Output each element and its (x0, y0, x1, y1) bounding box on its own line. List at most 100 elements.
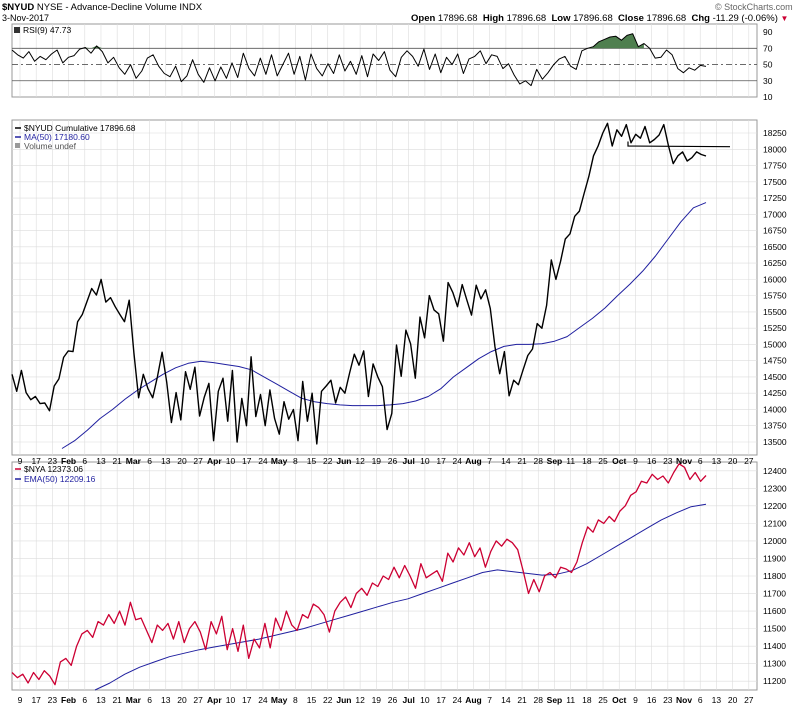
high-value: 17896.68 (506, 13, 547, 24)
x-tick-label: 14 (501, 456, 511, 466)
x-tick-label: 28 (534, 456, 544, 466)
x-tick-label: Nov (676, 695, 692, 705)
y-tick-label: 30 (763, 76, 773, 86)
x-tick-label: 12 (355, 695, 365, 705)
high-label: High (482, 13, 504, 24)
x-tick-label: 13 (96, 456, 106, 466)
x-tick-label: 7 (487, 456, 492, 466)
x-tick-label: 20 (728, 695, 738, 705)
y-tick-label: 12300 (763, 483, 787, 493)
open-label: Open (411, 13, 436, 24)
x-tick-label: 20 (177, 695, 187, 705)
chg-down-icon: ▼ (780, 14, 789, 23)
x-tick-label: 8 (293, 695, 298, 705)
x-tick-label: 16 (647, 695, 657, 705)
rsi-overbought-fill (85, 33, 644, 49)
x-tick-label: 13 (712, 695, 722, 705)
x-tick-label: 21 (517, 695, 527, 705)
x-tick-label: 24 (453, 695, 463, 705)
ema50-line (94, 503, 707, 691)
x-tick-label: May (271, 456, 288, 466)
x-tick-label: 27 (193, 695, 203, 705)
nya-legend-label: $NYA 12373.06 (24, 464, 83, 474)
x-tick-label: 27 (193, 456, 203, 466)
y-tick-label: 13500 (763, 437, 787, 447)
x-tick-label: 17 (242, 456, 252, 466)
x-tick-label: 13 (712, 456, 722, 466)
y-tick-label: 12200 (763, 501, 787, 511)
x-tick-label: 22 (323, 695, 333, 705)
y-tick-label: 11500 (763, 624, 786, 634)
x-tick-label: 27 (744, 695, 754, 705)
nyud-line (11, 122, 707, 445)
x-tick-label: 11 (566, 695, 575, 705)
x-tick-label: 10 (420, 695, 430, 705)
chart-date: 3-Nov-2017 (2, 13, 50, 23)
x-tick-label: 8 (293, 456, 298, 466)
x-tick-label: 23 (48, 695, 58, 705)
low-label: Low (551, 13, 571, 24)
x-tick-label: 26 (388, 695, 398, 705)
y-tick-label: 11900 (763, 553, 786, 563)
nyud-legend-label: $NYUD Cumulative 17896.68 (24, 123, 136, 133)
ema50-legend-label: EMA(50) 12209.16 (24, 474, 96, 484)
x-tick-label: Mar (126, 695, 142, 705)
x-tick-label: 28 (534, 695, 544, 705)
x-tick-label: 17 (242, 695, 252, 705)
x-tick-label: 17 (31, 695, 41, 705)
x-tick-label: Mar (126, 456, 142, 466)
x-tick-label: 24 (258, 456, 268, 466)
x-tick-label: Jun (336, 456, 351, 466)
y-tick-label: 17500 (763, 177, 787, 187)
y-tick-label: 11700 (763, 589, 786, 599)
ma50-line (61, 202, 707, 449)
x-tick-label: 23 (663, 456, 673, 466)
x-tick-label: 9 (18, 456, 23, 466)
exchange-title: NYSE - Advance-Decline Volume INDX (36, 2, 203, 13)
y-tick-label: 10 (763, 92, 773, 102)
chg-value: -11.29 (-0.06%) (712, 13, 778, 24)
x-tick-label: 27 (744, 456, 754, 466)
x-tick-label: 22 (323, 456, 333, 466)
rsi-legend-label: RSI(9) 47.73 (23, 25, 71, 35)
y-tick-label: 14750 (763, 356, 787, 366)
x-tick-label: 14 (501, 695, 511, 705)
quote-bar: Open 17896.68 High 17896.68 Low 17896.68… (411, 13, 788, 24)
x-tick-label: Aug (465, 456, 482, 466)
y-tick-label: 11400 (763, 641, 786, 651)
x-tick-label: Oct (612, 456, 626, 466)
x-tick-label: 11 (566, 456, 575, 466)
x-tick-label: 7 (487, 695, 492, 705)
x-tick-label: Jul (403, 695, 415, 705)
x-tick-label: 25 (598, 695, 608, 705)
y-tick-label: 18250 (763, 128, 787, 138)
y-tick-label: 14000 (763, 404, 787, 414)
x-tick-label: 19 (372, 456, 382, 466)
y-tick-label: 12100 (763, 518, 787, 528)
x-tick-label: Sep (547, 695, 563, 705)
y-tick-label: 18000 (763, 144, 787, 154)
y-tick-label: 12000 (763, 536, 787, 546)
x-tick-label: 15 (307, 456, 317, 466)
x-tick-label: 13 (96, 695, 106, 705)
close-value: 17896.68 (646, 13, 687, 24)
chg-label: Chg (691, 13, 710, 24)
x-tick-label: 24 (453, 456, 463, 466)
x-tick-label: 10 (226, 695, 236, 705)
x-tick-label: 23 (663, 695, 673, 705)
y-tick-label: 70 (763, 43, 773, 53)
x-tick-label: 15 (307, 695, 317, 705)
x-tick-label: 6 (698, 695, 703, 705)
x-tick-label: 10 (226, 456, 236, 466)
x-tick-label: 6 (698, 456, 703, 466)
x-tick-label: 6 (147, 695, 152, 705)
rsi-legend-icon (14, 27, 20, 33)
y-tick-label: 11600 (763, 606, 786, 616)
x-tick-label: 9 (633, 456, 638, 466)
y-tick-label: 15500 (763, 307, 787, 317)
x-tick-label: Apr (207, 456, 222, 466)
y-tick-label: 14500 (763, 372, 787, 382)
x-tick-label: 20 (177, 456, 187, 466)
volume-legend-label: Volume undef (24, 141, 77, 151)
